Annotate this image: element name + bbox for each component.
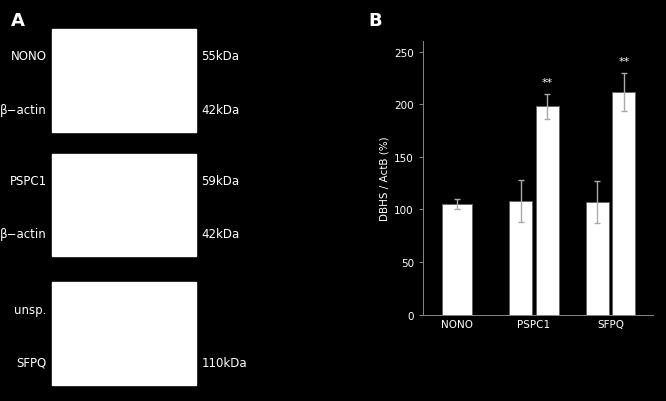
Text: PSPC1: PSPC1 xyxy=(9,174,47,187)
Text: 42kDa: 42kDa xyxy=(201,103,240,116)
Text: NONO: NONO xyxy=(11,50,47,63)
Text: **: ** xyxy=(618,57,629,67)
Text: β−actin: β−actin xyxy=(0,103,47,116)
Text: unsp.: unsp. xyxy=(15,303,47,316)
Bar xyxy=(442,205,472,315)
Bar xyxy=(585,203,609,315)
Text: B: B xyxy=(369,12,382,30)
Text: A: A xyxy=(11,12,25,30)
Text: SFPQ: SFPQ xyxy=(17,356,47,369)
Text: 55kDa: 55kDa xyxy=(201,50,239,63)
Bar xyxy=(536,107,559,315)
Text: β−actin: β−actin xyxy=(0,228,47,241)
Y-axis label: DBHS / ActB (%): DBHS / ActB (%) xyxy=(380,136,390,221)
Text: 59kDa: 59kDa xyxy=(201,174,240,187)
Text: 110kDa: 110kDa xyxy=(201,356,247,369)
Bar xyxy=(52,154,196,257)
Bar xyxy=(52,30,196,132)
Bar xyxy=(52,283,196,385)
Text: **: ** xyxy=(541,78,553,88)
Bar xyxy=(613,93,635,315)
Text: 42kDa: 42kDa xyxy=(201,228,240,241)
Bar xyxy=(509,202,532,315)
